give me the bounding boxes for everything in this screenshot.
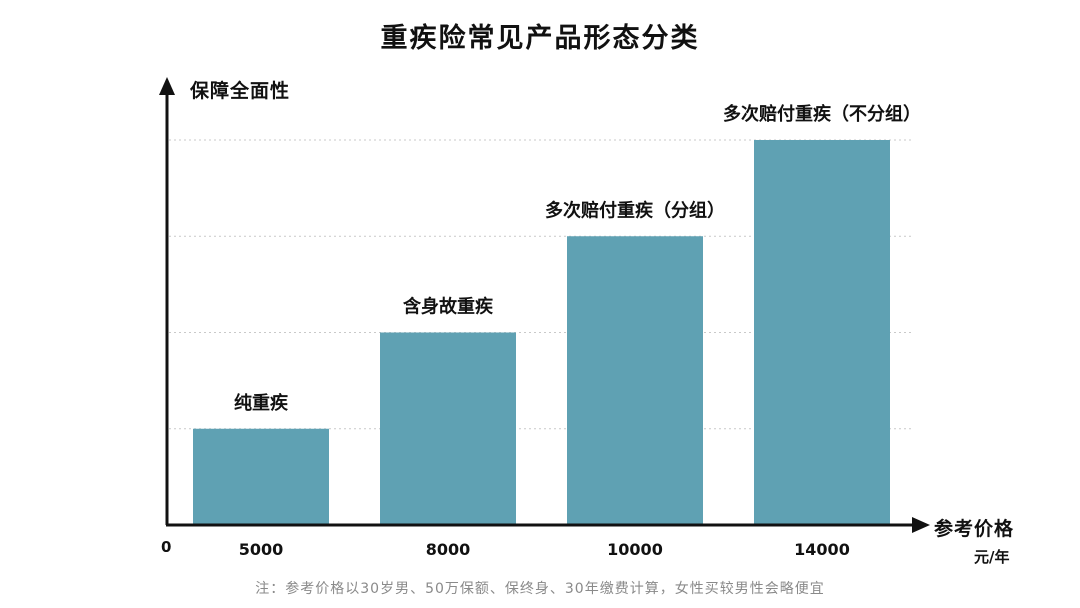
origin-label: 0 <box>161 538 172 556</box>
bar <box>754 140 890 525</box>
chart-title: 重疾险常见产品形态分类 <box>380 23 700 54</box>
bar-label: 多次赔付重疾（不分组） <box>723 103 921 125</box>
footnote: 注：参考价格以30岁男、50万保额、保终身、30年缴费计算，女性买较男性会略便宜 <box>255 581 825 597</box>
x-tick-label: 8000 <box>426 540 471 559</box>
bar-label: 多次赔付重疾（分组） <box>545 199 725 221</box>
x-tick-label: 10000 <box>607 540 663 559</box>
bar <box>380 332 516 525</box>
bar-label: 纯重疾 <box>234 392 289 414</box>
x-axis-unit: 元/年 <box>974 548 1010 566</box>
x-axis-arrow <box>912 517 930 533</box>
y-axis-arrow <box>159 77 175 95</box>
bar <box>567 236 703 525</box>
bar-label: 含身故重疾 <box>403 296 494 318</box>
y-axis-label: 保障全面性 <box>190 80 291 102</box>
x-tick-label: 14000 <box>794 540 850 559</box>
x-axis-label: 参考价格 <box>934 518 1015 540</box>
x-tick-label: 5000 <box>239 540 284 559</box>
bar <box>193 428 329 525</box>
